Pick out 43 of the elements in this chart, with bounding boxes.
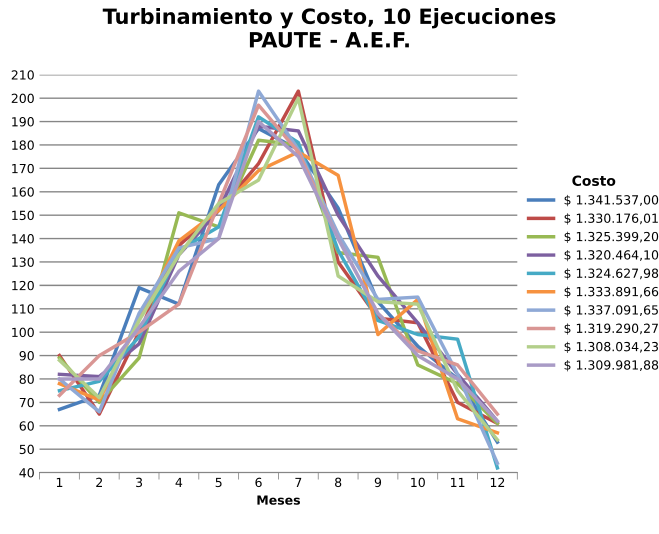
x-tick-label: 11: [451, 478, 464, 487]
x-tick-label: 10: [411, 478, 425, 488]
y-tick-label: 120: [12, 280, 34, 290]
x-tick-label: 6: [255, 478, 262, 488]
chart-title: Turbinamiento y Costo, 10 Ejecuciones PAUTE - A.E.F.: [102, 8, 556, 48]
y-tick-label: 110: [12, 304, 34, 314]
y-tick-label: 180: [12, 140, 34, 150]
legend-label: $ 1.330.176,01: [564, 213, 658, 225]
y-tick-label: 50: [20, 444, 34, 454]
x-tick-label: 1: [56, 478, 62, 487]
y-tick-label: 170: [12, 164, 34, 174]
x-tick-label: 9: [374, 478, 382, 488]
y-tick-label: 210: [12, 70, 34, 80]
y-tick-label: 40: [19, 468, 34, 478]
x-tick-label: 8: [335, 478, 342, 488]
y-tick-label: 90: [20, 351, 34, 361]
y-tick-label: 190: [12, 117, 34, 126]
y-tick-label: 200: [12, 94, 34, 104]
legend-label: $ 1.337.091,65: [564, 304, 658, 316]
legend-label: $ 1.320.464,10: [564, 250, 658, 262]
legend-title: Costo: [572, 175, 616, 186]
legend-label: $ 1.319.290,27: [564, 323, 658, 335]
legend-label: $ 1.341.537,00: [564, 194, 658, 206]
y-tick-label: 160: [12, 187, 34, 197]
legend-label: $ 1.333.891,66: [564, 286, 658, 298]
y-tick-label: 60: [20, 421, 34, 431]
legend-label: $ 1.309.981,88: [564, 360, 658, 372]
y-tick-label: 150: [12, 210, 34, 220]
x-tick-label: 7: [295, 478, 302, 487]
y-tick-label: 130: [12, 257, 34, 267]
x-tick-label: 4: [176, 478, 182, 487]
x-tick-label: 3: [136, 478, 142, 488]
legend-label: $ 1.308.034,23: [564, 342, 658, 354]
y-tick-label: 80: [20, 374, 34, 384]
x-tick-label: 5: [216, 478, 222, 488]
x-tick-label: 12: [490, 478, 504, 487]
x-axis-title: Meses: [257, 495, 300, 505]
legend-label: $ 1.325.399,20: [564, 232, 658, 243]
y-tick-label: 70: [20, 398, 34, 408]
y-tick-label: 140: [12, 234, 34, 244]
x-tick-label: 2: [96, 478, 102, 487]
legend-label: $ 1.324.627,98: [564, 268, 658, 280]
y-tick-label: 100: [12, 328, 34, 338]
